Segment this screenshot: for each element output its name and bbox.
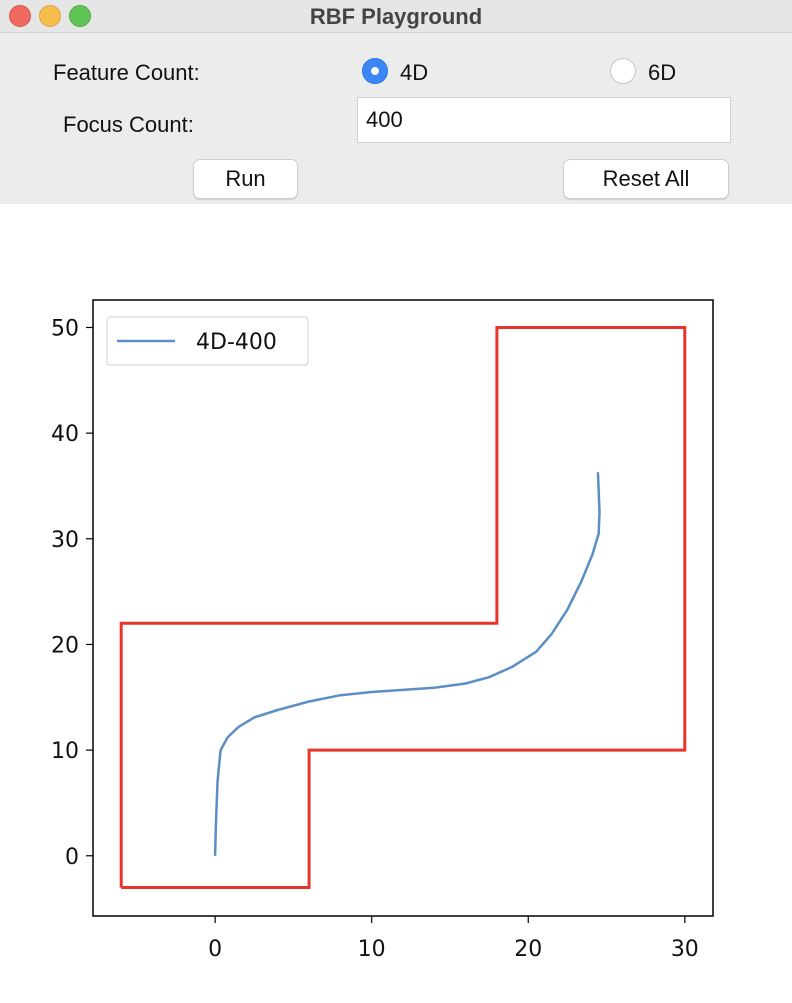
reset-all-button[interactable]: Reset All: [563, 159, 729, 199]
legend: 4D-400: [106, 316, 309, 366]
close-window-button[interactable]: [9, 5, 31, 27]
legend-label: 4D-400: [196, 330, 277, 355]
x-tick-label: 30: [671, 937, 699, 962]
boundary-outline: [119, 326, 687, 889]
y-axis: 0 10 20 30 40 50: [51, 316, 93, 870]
y-tick-label: 40: [51, 422, 79, 447]
x-axis: 0 10 20 30: [208, 916, 699, 962]
series-line-4d-400: [213, 472, 601, 856]
title-bar: RBF Playground: [0, 0, 792, 33]
radio-6d[interactable]: [610, 58, 636, 84]
y-tick-label: 30: [51, 528, 79, 553]
maximize-window-button[interactable]: [69, 5, 91, 27]
y-tick-label: 50: [51, 316, 79, 341]
radio-6d-label[interactable]: 6D: [648, 60, 677, 85]
x-tick-label: 0: [208, 937, 222, 962]
feature-count-label: Feature Count:: [53, 60, 200, 85]
focus-count-label: Focus Count:: [63, 112, 194, 137]
x-tick-label: 20: [514, 937, 542, 962]
controls-panel: Feature Count: 4D 6D Focus Count: Run Re…: [0, 33, 792, 204]
line-chart: 0 10 20 30 0 10 20 30 40 50 4D-400: [51, 299, 714, 962]
y-tick-label: 20: [51, 633, 79, 658]
x-tick-label: 10: [358, 937, 386, 962]
legend-box: [106, 316, 309, 366]
radio-4d[interactable]: [362, 58, 388, 84]
series-layer: [119, 326, 687, 889]
radio-4d-label[interactable]: 4D: [400, 60, 429, 85]
run-button[interactable]: Run: [193, 159, 298, 199]
axes-frame: [92, 299, 714, 917]
minimize-window-button[interactable]: [39, 5, 61, 27]
focus-count-input[interactable]: [357, 97, 731, 143]
plot-area: 0 10 20 30 0 10 20 30 40 50 4D-400: [0, 204, 792, 998]
window-title: RBF Playground: [309, 4, 483, 29]
y-tick-label: 0: [65, 845, 79, 870]
y-tick-label: 10: [51, 739, 79, 764]
